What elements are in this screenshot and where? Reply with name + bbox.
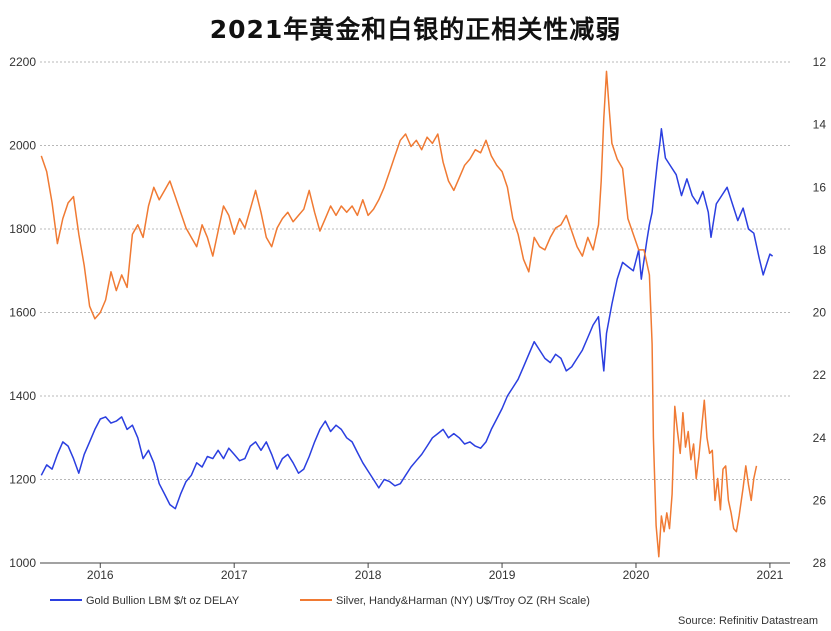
right-tick-label: 26 bbox=[813, 493, 827, 507]
chart-title: 2021年黄金和白银的正相关性减弱 bbox=[209, 15, 622, 44]
right-tick-label: 18 bbox=[813, 243, 827, 257]
left-tick-label: 2000 bbox=[9, 139, 36, 153]
legend-label-silver: Silver, Handy&Harman (NY) U$/Troy OZ (RH… bbox=[336, 595, 590, 607]
right-tick-label: 20 bbox=[813, 306, 827, 320]
series-line-silver bbox=[40, 70, 758, 558]
right-tick-label: 16 bbox=[813, 180, 827, 194]
x-tick-label: 2016 bbox=[87, 568, 114, 582]
left-tick-label: 1600 bbox=[9, 306, 36, 320]
left-axis: 1000 1200 1400 1600 1800 2000 2200 bbox=[9, 55, 36, 570]
series-line-gold bbox=[40, 128, 774, 510]
x-tick-label: 2021 bbox=[757, 568, 784, 582]
x-axis: 2016 2017 2018 2019 2020 2021 bbox=[87, 563, 784, 582]
right-axis: 12 14 16 18 20 22 24 26 28 bbox=[813, 55, 827, 570]
legend: Gold Bullion LBM $/t oz DELAY Silver, Ha… bbox=[50, 595, 590, 607]
left-tick-label: 1400 bbox=[9, 389, 36, 403]
x-tick-label: 2017 bbox=[221, 568, 248, 582]
x-tick-label: 2019 bbox=[489, 568, 516, 582]
right-tick-label: 28 bbox=[813, 556, 827, 570]
right-tick-label: 24 bbox=[813, 431, 827, 445]
left-tick-label: 1800 bbox=[9, 222, 36, 236]
right-tick-label: 22 bbox=[813, 368, 827, 382]
left-tick-label: 2200 bbox=[9, 55, 36, 69]
right-tick-label: 14 bbox=[813, 118, 827, 132]
left-tick-label: 1200 bbox=[9, 473, 36, 487]
legend-label-gold: Gold Bullion LBM $/t oz DELAY bbox=[86, 595, 240, 607]
series-layer bbox=[40, 70, 774, 558]
source-note: Source: Refinitiv Datastream bbox=[678, 615, 818, 627]
right-tick-label: 12 bbox=[813, 55, 827, 69]
gridlines bbox=[40, 61, 790, 564]
x-tick-label: 2020 bbox=[623, 568, 650, 582]
x-tick-label: 2018 bbox=[355, 568, 382, 582]
left-tick-label: 1000 bbox=[9, 556, 36, 570]
